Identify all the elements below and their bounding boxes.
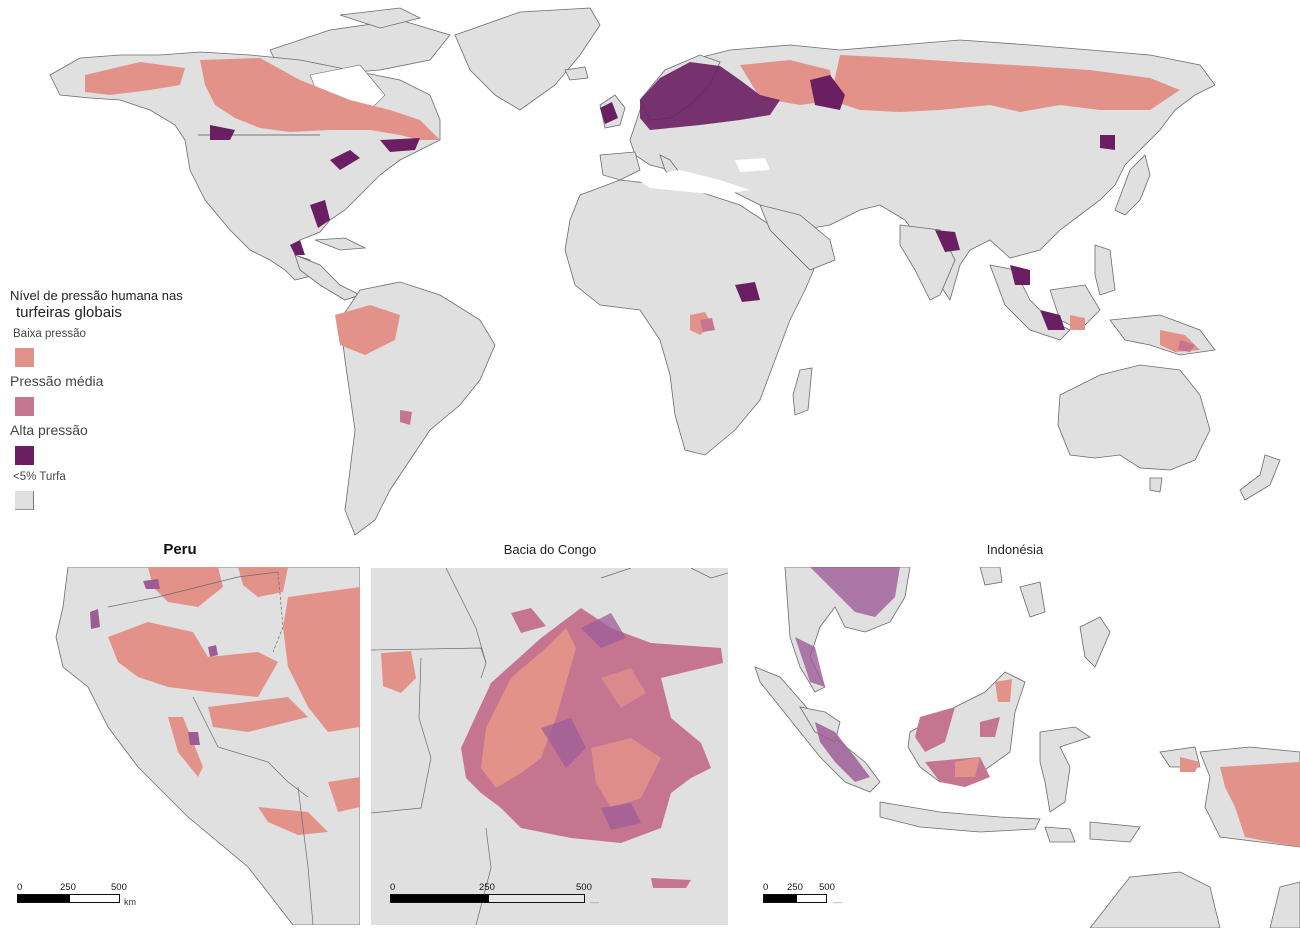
inset-title-indonesia: Indonésia [986, 542, 1044, 557]
legend-swatch-high [15, 446, 34, 465]
scale-tick-0: 0 [390, 882, 396, 893]
legend-label-high: Alta pressão [10, 422, 88, 438]
legend-swatch-medium [15, 397, 34, 416]
legend-label-medium: Pressão média [10, 373, 104, 389]
legend-label-low: Baixa pressão [13, 328, 86, 340]
scale-bar-peru: 0 250 500 km [17, 882, 136, 907]
scale-unit-peru: km [124, 897, 136, 907]
inset-map-peru [8, 567, 360, 925]
scale-tick-250: 250 [479, 882, 495, 893]
legend-swatch-low [15, 348, 34, 367]
legend-title-line2: turfeiras globais [16, 304, 122, 321]
scale-unit-indonesia: — [833, 897, 842, 907]
inset-title-peru: Peru [163, 541, 197, 558]
legend-title-line1: Nível de pressão humana nas [10, 288, 183, 303]
scale-tick-0: 0 [17, 882, 23, 893]
scale-tick-250: 250 [787, 882, 803, 893]
scale-tick-500: 500 [819, 882, 835, 893]
inset-map-congo [371, 568, 728, 925]
scale-tick-500: 500 [111, 882, 127, 893]
world-map [49, 7, 1281, 536]
inset-title-congo: Bacia do Congo [503, 542, 597, 557]
scale-tick-250: 250 [60, 882, 76, 893]
scale-tick-500: 500 [576, 882, 592, 893]
australia [1057, 364, 1211, 471]
scale-unit-congo: — [590, 897, 599, 907]
scale-bar-congo: 0 250 500 — [390, 882, 600, 907]
peat-medium [400, 318, 1195, 425]
scale-bar-indonesia: 0 250 500 — [763, 882, 848, 907]
inset-map-indonesia [740, 567, 1300, 928]
peat-high [210, 62, 1115, 330]
greenland [454, 7, 601, 111]
legend-swatch-no-peat [15, 491, 34, 510]
legend-label-no-peat: <5% Turfa [13, 471, 66, 483]
map-legend: Nível de pressão humana nas turfeiras gl… [10, 288, 230, 516]
scale-tick-0: 0 [763, 882, 769, 893]
